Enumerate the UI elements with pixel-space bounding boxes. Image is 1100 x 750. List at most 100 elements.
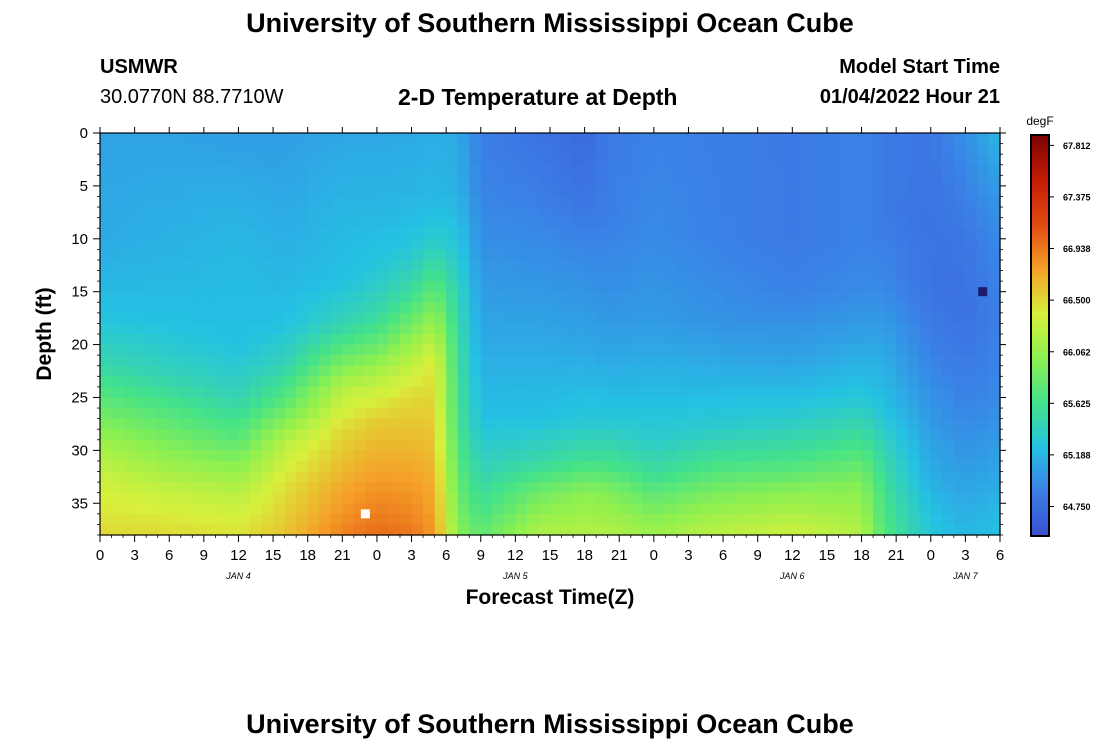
heatmap-cell: [780, 429, 793, 441]
heatmap-cell: [607, 355, 620, 367]
heatmap-cell: [180, 439, 193, 451]
heatmap-cell: [919, 344, 932, 356]
heatmap-cell: [307, 397, 320, 409]
heatmap-cell: [423, 334, 436, 346]
x-tick-label: 21: [334, 547, 351, 564]
heatmap-cell: [238, 408, 251, 420]
heatmap-cell: [769, 450, 782, 462]
heatmap-cell: [457, 365, 470, 377]
heatmap-cell: [503, 143, 516, 155]
heatmap-cell: [423, 143, 436, 155]
heatmap-cell: [803, 185, 816, 198]
heatmap-cell: [376, 154, 390, 166]
heatmap-cell: [284, 302, 297, 314]
heatmap-cell: [596, 207, 609, 219]
heatmap-cell: [953, 524, 966, 536]
heatmap-cell: [273, 249, 286, 261]
heatmap-cell: [815, 439, 828, 451]
heatmap-cell: [319, 418, 332, 430]
heatmap-cell: [146, 365, 159, 377]
heatmap-cell: [665, 492, 678, 504]
heatmap-cell: [930, 524, 943, 536]
heatmap-cell: [365, 439, 378, 451]
heatmap-cell: [550, 312, 563, 325]
heatmap-cell: [515, 386, 528, 399]
heatmap-cell: [965, 228, 978, 240]
heatmap-cell: [550, 185, 563, 198]
heatmap-cell: [365, 355, 378, 367]
heatmap-cell: [780, 185, 793, 198]
heatmap-cell: [607, 482, 620, 494]
heatmap-cell: [850, 386, 863, 399]
heatmap-cell: [100, 365, 113, 377]
heatmap-cell: [400, 471, 413, 483]
heatmap-cell: [123, 439, 136, 451]
heatmap-cell: [873, 291, 886, 303]
heatmap-cell: [930, 143, 943, 155]
heatmap-cell: [400, 154, 413, 166]
heatmap-cell: [850, 460, 863, 473]
heatmap-cell: [896, 386, 909, 399]
heatmap-cell: [100, 513, 113, 526]
heatmap-cell: [896, 408, 909, 420]
heatmap-cell: [250, 154, 263, 166]
heatmap-cell: [653, 249, 666, 261]
heatmap-cell: [850, 355, 863, 367]
heatmap-cell: [526, 365, 540, 377]
y-tick-label: 0: [80, 125, 88, 142]
heatmap-cell: [526, 228, 540, 240]
heatmap-cell: [596, 154, 609, 166]
heatmap-cell: [746, 492, 759, 504]
heatmap-cell: [815, 492, 828, 504]
heatmap-cell: [400, 185, 413, 198]
heatmap-cell: [319, 429, 332, 441]
heatmap-cell: [676, 207, 690, 219]
heatmap-cell: [423, 323, 436, 335]
heatmap-cell: [273, 281, 286, 293]
heatmap-cell: [273, 344, 286, 356]
heatmap-cell: [769, 334, 782, 346]
heatmap-cell: [526, 460, 540, 473]
heatmap-cell: [769, 196, 782, 208]
heatmap-cell: [284, 323, 297, 335]
heatmap-cell: [838, 291, 851, 303]
heatmap-cell: [180, 397, 193, 409]
heatmap-cell: [723, 175, 736, 187]
heatmap-cell: [965, 397, 978, 409]
heatmap-cell: [157, 503, 170, 515]
heatmap-cell: [203, 133, 216, 145]
heatmap-cell: [376, 323, 390, 335]
heatmap-cell: [342, 281, 355, 293]
heatmap-cell: [250, 460, 263, 473]
heatmap-cell: [123, 281, 136, 293]
heatmap-cell: [503, 164, 516, 176]
heatmap-cell: [965, 238, 978, 250]
heatmap-cell: [988, 291, 1001, 303]
heatmap-cell: [757, 164, 770, 176]
heatmap-cell: [423, 365, 436, 377]
heatmap-cell: [446, 439, 459, 451]
heatmap-cell: [826, 196, 840, 208]
heatmap-cell: [988, 334, 1001, 346]
heatmap-cell: [238, 513, 251, 526]
heatmap-cell: [884, 291, 897, 303]
heatmap-cell: [203, 249, 216, 261]
heatmap-cell: [492, 355, 505, 367]
heatmap-cell: [550, 513, 563, 526]
heatmap-cell: [630, 503, 643, 515]
heatmap-cell: [365, 133, 378, 145]
heatmap-cell: [134, 344, 147, 356]
heatmap-cell: [561, 238, 574, 250]
heatmap-cell: [596, 429, 609, 441]
heatmap-cell: [942, 334, 955, 346]
heatmap-cell: [861, 439, 874, 451]
heatmap-cell: [111, 312, 124, 325]
heatmap-cell: [111, 238, 124, 250]
heatmap-cell: [850, 334, 863, 346]
heatmap-cell: [353, 175, 366, 187]
heatmap-cell: [203, 450, 216, 462]
heatmap-cell: [815, 185, 828, 198]
heatmap-cell: [330, 196, 343, 208]
heatmap-cell: [746, 355, 759, 367]
heatmap-cell: [873, 503, 886, 515]
